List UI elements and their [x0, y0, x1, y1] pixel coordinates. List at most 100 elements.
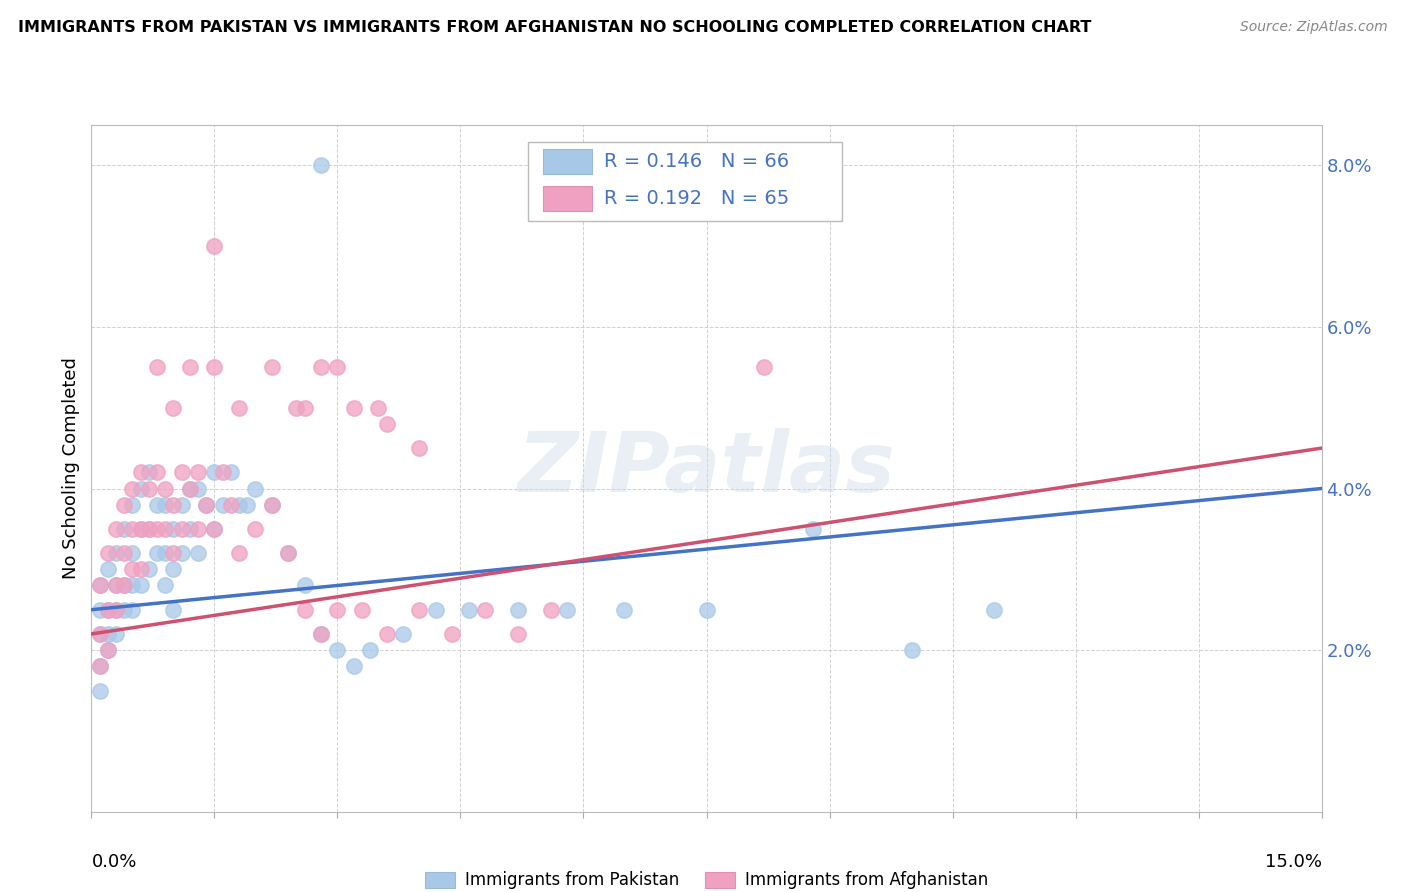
- Point: [162, 401, 184, 415]
- Point: [326, 360, 349, 375]
- Point: [162, 562, 184, 576]
- Point: [187, 482, 209, 496]
- Point: [408, 441, 430, 455]
- Point: [129, 562, 152, 576]
- Text: 0.0%: 0.0%: [91, 853, 136, 871]
- Point: [245, 522, 267, 536]
- Point: [97, 643, 120, 657]
- Point: [146, 498, 169, 512]
- Point: [309, 360, 332, 375]
- Point: [170, 498, 193, 512]
- Point: [343, 659, 366, 673]
- Point: [202, 360, 225, 375]
- Point: [228, 498, 250, 512]
- Point: [112, 498, 135, 512]
- Point: [138, 562, 160, 576]
- Point: [170, 546, 193, 560]
- Point: [138, 522, 160, 536]
- Point: [187, 546, 209, 560]
- Point: [112, 578, 135, 592]
- Point: [121, 603, 143, 617]
- Point: [294, 578, 316, 592]
- Point: [121, 578, 143, 592]
- Point: [326, 603, 349, 617]
- Point: [187, 466, 209, 480]
- Text: Source: ZipAtlas.com: Source: ZipAtlas.com: [1240, 20, 1388, 34]
- Point: [97, 603, 120, 617]
- Point: [179, 522, 201, 536]
- Bar: [543, 149, 592, 174]
- Point: [359, 643, 381, 657]
- Point: [105, 603, 127, 617]
- Point: [97, 546, 120, 560]
- Point: [162, 498, 184, 512]
- Point: [219, 498, 242, 512]
- Point: [211, 466, 233, 480]
- Point: [202, 522, 225, 536]
- Point: [506, 603, 529, 617]
- Point: [89, 659, 111, 673]
- Point: [375, 627, 398, 641]
- Point: [294, 401, 316, 415]
- FancyBboxPatch shape: [529, 142, 842, 221]
- Point: [211, 498, 233, 512]
- Point: [89, 659, 111, 673]
- Point: [540, 603, 562, 617]
- Point: [162, 546, 184, 560]
- Point: [89, 627, 111, 641]
- Point: [367, 401, 389, 415]
- Text: R = 0.146   N = 66: R = 0.146 N = 66: [605, 152, 790, 170]
- Point: [146, 522, 169, 536]
- Point: [195, 498, 218, 512]
- Point: [245, 482, 267, 496]
- Point: [375, 417, 398, 431]
- Point: [89, 603, 111, 617]
- Point: [129, 482, 152, 496]
- Point: [277, 546, 299, 560]
- Point: [105, 578, 127, 592]
- Point: [97, 562, 120, 576]
- Point: [352, 603, 374, 617]
- Point: [457, 603, 479, 617]
- Point: [121, 482, 143, 496]
- Point: [408, 603, 430, 617]
- Point: [153, 578, 177, 592]
- Point: [89, 578, 111, 592]
- Point: [121, 562, 143, 576]
- Text: 15.0%: 15.0%: [1264, 853, 1322, 871]
- Point: [112, 546, 135, 560]
- Point: [219, 466, 242, 480]
- Point: [179, 482, 201, 496]
- Point: [900, 643, 922, 657]
- Point: [97, 627, 120, 641]
- Point: [309, 627, 332, 641]
- Point: [146, 466, 169, 480]
- Point: [326, 643, 349, 657]
- Point: [153, 522, 177, 536]
- Point: [105, 522, 127, 536]
- Point: [146, 546, 169, 560]
- Point: [555, 603, 578, 617]
- Point: [112, 603, 135, 617]
- Point: [228, 546, 250, 560]
- Point: [506, 627, 529, 641]
- Point: [170, 522, 193, 536]
- Point: [89, 627, 111, 641]
- Point: [260, 498, 283, 512]
- Point: [170, 466, 193, 480]
- Point: [277, 546, 299, 560]
- Point: [195, 498, 218, 512]
- Point: [179, 482, 201, 496]
- Point: [309, 158, 332, 172]
- Point: [105, 546, 127, 560]
- Point: [228, 401, 250, 415]
- Point: [179, 360, 201, 375]
- Point: [260, 498, 283, 512]
- Point: [187, 522, 209, 536]
- Point: [441, 627, 464, 641]
- Point: [983, 603, 1005, 617]
- Point: [129, 466, 152, 480]
- Point: [752, 360, 775, 375]
- Y-axis label: No Schooling Completed: No Schooling Completed: [62, 358, 80, 579]
- Point: [146, 360, 169, 375]
